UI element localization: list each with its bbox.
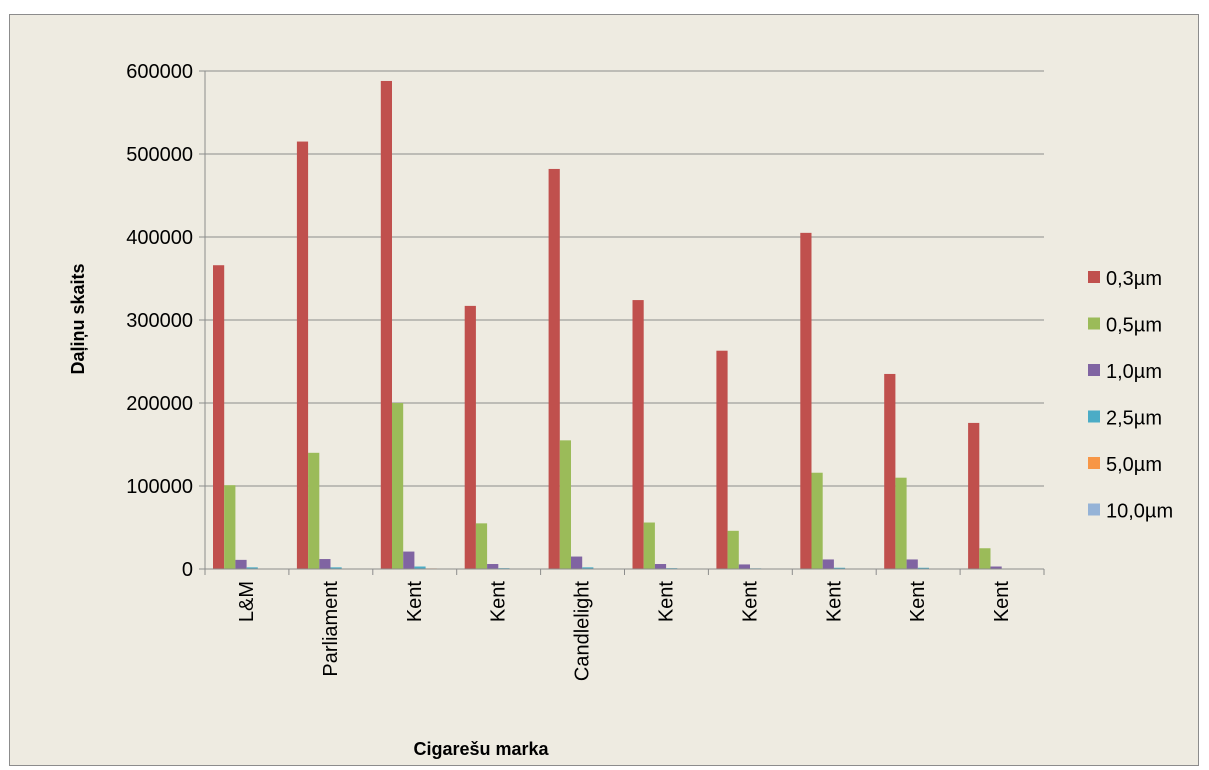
bar [979,548,991,569]
bar [917,567,929,569]
legend-swatch [1088,364,1100,376]
legend-label: 2,5µm [1106,408,1162,430]
bar [582,567,594,569]
bar [330,567,342,569]
x-tick-label: Candlelight [572,581,594,682]
y-tick-label: 100000 [126,476,193,498]
bar [414,566,426,569]
bar [895,477,907,569]
bar [213,265,225,569]
y-tick-label: 200000 [126,393,193,415]
x-tick-label: Kent [907,581,929,623]
legend-swatch [1088,410,1100,423]
bar [968,422,980,569]
bar [654,564,667,569]
legend-label: 0,5µm [1106,315,1162,337]
legend-swatch [1088,503,1100,516]
y-tick-label: 600000 [126,61,193,83]
legend-swatch [1088,271,1100,283]
axes [199,70,1045,575]
bar [224,485,236,569]
bar [990,566,1002,569]
legend-label: 1,0µm [1106,361,1162,383]
x-tick-label: Kent [488,581,510,623]
x-tick-label: Kent [655,581,677,623]
bar [308,452,320,569]
bar [548,168,560,569]
legend-swatch [1088,317,1100,330]
bar [392,403,404,569]
y-tick-label: 300000 [126,310,193,332]
legend-swatch [1088,457,1100,469]
y-tick-label: 500000 [126,144,193,166]
legend: 0,3µm 0,5µm 1,0µm 2,5µm 5,0µm 10,0µm [1088,268,1173,523]
bar [822,559,834,569]
bar [319,559,331,569]
bar [571,556,583,569]
bar [380,80,392,570]
bar-chart: 0 100000 200000 300000 400000 500000 600000 L&M… [68,61,1173,759]
bar [235,559,247,569]
bar [559,440,571,569]
y-tick-label: 400000 [126,227,193,249]
x-axis-title: Cigarešu marka [413,739,549,759]
bar [716,350,728,569]
legend-label: 5,0µm [1106,454,1162,476]
legend-label: 0,3µm [1106,268,1162,290]
bars [213,80,1036,570]
bar [738,564,750,569]
bar [403,551,415,569]
bar [296,141,309,570]
bar [643,522,655,569]
gridlines [205,70,1044,487]
x-tick-label: Kent [739,581,761,623]
bar [906,559,918,569]
bar [464,305,476,569]
x-tick-label: Kent [991,581,1013,623]
bar [811,472,823,569]
chart-area: 0 100000 200000 300000 400000 500000 600000 L&M… [9,14,1199,766]
bar [800,232,812,569]
x-tick-label: L&M [236,581,258,622]
y-tick-label: 0 [182,559,193,581]
bar [727,530,739,569]
bar [246,567,258,569]
bar [632,300,644,569]
bar [475,523,488,569]
legend-label: 10,0µm [1106,501,1173,523]
x-tick-label: Parliament [320,581,342,677]
tick-labels: 0 100000 200000 300000 400000 500000 600000 L&M… [126,61,1013,681]
y-axis-title: Daļiņu skaits [68,263,88,374]
bar [884,373,896,569]
bar [833,567,846,569]
bar [487,564,499,569]
x-tick-label: Kent [823,581,845,623]
x-tick-label: Kent [404,581,426,623]
